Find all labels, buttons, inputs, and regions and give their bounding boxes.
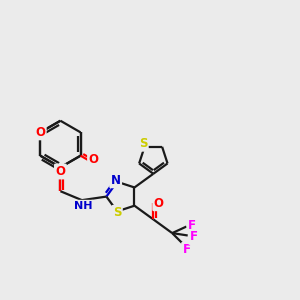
Text: O: O (154, 197, 164, 210)
Text: F: F (188, 218, 196, 232)
Text: NH: NH (74, 201, 93, 211)
Text: O: O (88, 153, 98, 166)
Text: F: F (182, 243, 190, 256)
Text: S: S (113, 206, 122, 219)
Text: N: N (111, 174, 121, 187)
Text: O: O (35, 126, 45, 139)
Text: O: O (56, 165, 65, 178)
Text: S: S (139, 137, 147, 150)
Text: F: F (190, 230, 198, 244)
